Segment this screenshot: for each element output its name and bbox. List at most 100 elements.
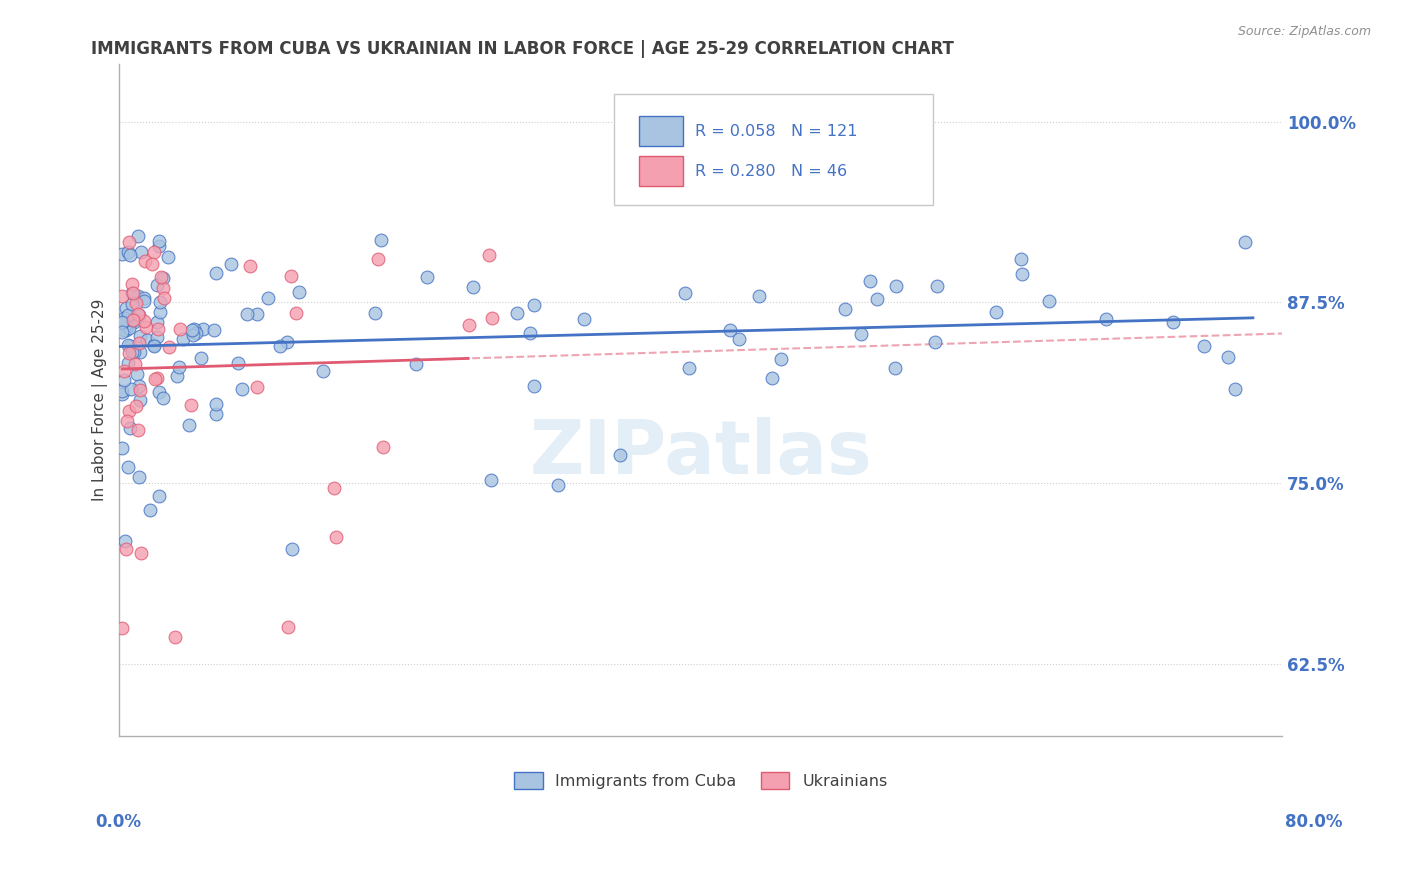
Point — [132, 291, 155, 305]
Point — [519, 326, 541, 341]
Point — [478, 248, 501, 262]
Point — [115, 323, 138, 337]
Point — [117, 245, 139, 260]
Point — [925, 278, 948, 293]
Point — [678, 360, 700, 375]
Point — [181, 328, 204, 343]
Point — [181, 322, 204, 336]
Point — [127, 288, 149, 302]
Point — [150, 270, 173, 285]
Point — [1011, 267, 1033, 281]
Point — [673, 285, 696, 300]
Point — [142, 245, 165, 260]
Point — [1218, 350, 1240, 364]
Point — [367, 252, 389, 267]
Point — [122, 286, 145, 301]
Point — [322, 481, 344, 495]
Point — [190, 351, 212, 365]
Point — [148, 384, 170, 399]
Point — [117, 346, 139, 360]
Point — [148, 235, 170, 249]
Point — [112, 374, 135, 388]
Point — [120, 248, 142, 262]
Point — [118, 421, 141, 435]
Point — [1161, 315, 1184, 329]
Point — [146, 322, 169, 336]
Point — [111, 384, 134, 398]
Point — [142, 338, 165, 352]
Point — [288, 285, 311, 299]
Point — [132, 314, 155, 328]
Point — [121, 286, 143, 301]
Point — [152, 391, 174, 405]
Point — [128, 379, 150, 393]
Point — [236, 307, 259, 321]
Point — [111, 386, 134, 401]
Point — [149, 295, 172, 310]
Point — [506, 306, 529, 320]
Point — [127, 307, 149, 321]
Point — [152, 271, 174, 285]
Point — [148, 489, 170, 503]
Point — [572, 311, 595, 326]
Point — [128, 383, 150, 397]
Point — [205, 266, 228, 280]
Point — [1038, 294, 1060, 309]
Point — [163, 630, 186, 644]
Point — [127, 367, 149, 381]
Point — [884, 279, 907, 293]
FancyBboxPatch shape — [613, 95, 934, 205]
Point — [115, 414, 138, 428]
Point — [256, 291, 278, 305]
Point — [191, 322, 214, 336]
Point — [148, 239, 170, 253]
Text: 0.0%: 0.0% — [96, 814, 142, 831]
Point — [370, 233, 392, 247]
Point — [146, 316, 169, 330]
Point — [172, 332, 194, 346]
Point — [523, 379, 546, 393]
Point — [141, 257, 163, 271]
Point — [121, 297, 143, 311]
Point — [166, 369, 188, 384]
Point — [479, 474, 502, 488]
Point — [112, 310, 135, 325]
Point — [609, 448, 631, 462]
Point — [121, 345, 143, 359]
Point — [718, 323, 741, 337]
Point — [157, 340, 180, 354]
Point — [146, 371, 169, 385]
Point — [859, 274, 882, 288]
Point — [117, 309, 139, 323]
Point — [770, 352, 793, 367]
Point — [371, 440, 394, 454]
Point — [481, 311, 503, 326]
Point — [117, 460, 139, 475]
Point — [325, 531, 347, 545]
Point — [416, 270, 439, 285]
Point — [405, 357, 427, 371]
Point — [169, 322, 191, 336]
Point — [183, 322, 205, 336]
Point — [122, 344, 145, 359]
Bar — [640, 156, 683, 186]
Point — [156, 250, 179, 264]
Point — [128, 345, 150, 359]
Point — [231, 382, 253, 396]
Point — [112, 364, 135, 378]
Point — [547, 478, 569, 492]
Point — [152, 291, 174, 305]
Point — [883, 361, 905, 376]
Point — [120, 382, 142, 396]
Point — [246, 307, 269, 321]
Point — [149, 305, 172, 319]
Point — [364, 306, 387, 320]
Point — [132, 294, 155, 309]
Point — [111, 621, 134, 635]
Point — [311, 364, 333, 378]
Point — [205, 407, 228, 421]
Point — [152, 281, 174, 295]
Point — [239, 259, 262, 273]
Y-axis label: In Labor Force | Age 25-29: In Labor Force | Age 25-29 — [93, 299, 108, 501]
Point — [269, 339, 291, 353]
